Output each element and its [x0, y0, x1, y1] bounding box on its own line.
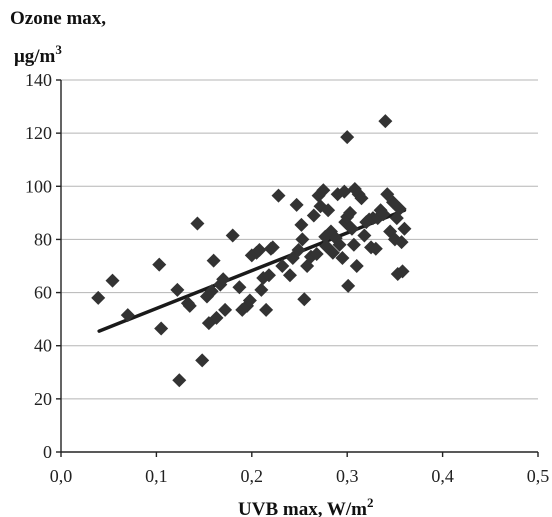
data-point: [344, 221, 359, 236]
data-point: [394, 235, 409, 250]
data-point: [265, 240, 280, 255]
data-point: [357, 228, 372, 243]
data-point: [392, 201, 407, 216]
data-points: [91, 114, 412, 388]
data-point: [154, 321, 169, 336]
data-point: [195, 353, 210, 368]
data-point: [376, 207, 391, 222]
data-point: [309, 247, 324, 262]
axes: [56, 79, 539, 457]
data-point: [282, 268, 297, 283]
data-point: [252, 243, 267, 258]
data-point: [206, 253, 221, 268]
data-point: [209, 310, 224, 325]
data-point: [294, 217, 309, 232]
data-point: [349, 259, 364, 273]
gridlines: [61, 79, 538, 400]
x-axis-title-exponent: 2: [367, 495, 374, 510]
data-point: [259, 302, 274, 317]
data-point: [378, 114, 393, 129]
data-point: [120, 308, 135, 323]
y-axis-unit-exponent: 3: [55, 42, 62, 57]
y-tick-label: 100: [25, 176, 52, 196]
data-point: [316, 183, 331, 198]
data-point: [271, 188, 286, 203]
data-point: [335, 251, 350, 266]
x-axis-title: UVB max, W/m2: [238, 495, 373, 517]
data-point: [190, 216, 205, 231]
data-point: [321, 203, 336, 218]
data-point: [354, 191, 369, 206]
data-point: [289, 197, 304, 212]
y-tick-label: 140: [25, 70, 52, 90]
data-point: [340, 130, 355, 145]
data-point: [306, 208, 321, 223]
data-point: [218, 302, 233, 317]
data-point: [105, 273, 120, 288]
y-axis-title-line1: Ozone max,: [10, 8, 106, 29]
data-point: [172, 373, 187, 388]
data-point: [346, 237, 361, 252]
y-axis-unit: μg/m: [14, 46, 56, 67]
data-point: [332, 237, 347, 252]
data-point: [337, 184, 352, 199]
data-point: [152, 257, 167, 272]
data-point: [295, 232, 310, 247]
x-tick-label: 0,5: [527, 466, 550, 486]
y-tick-label: 0: [43, 442, 52, 462]
y-tick-label: 40: [34, 336, 52, 356]
y-axis-title-line2: μg/m3: [14, 42, 62, 67]
y-tick-label: 120: [25, 123, 52, 143]
data-point: [325, 245, 340, 260]
y-tick-label: 60: [34, 283, 52, 303]
data-point: [170, 282, 185, 297]
y-tick-label: 80: [34, 229, 52, 249]
y-tick-label: 20: [34, 389, 52, 409]
x-tick-label: 0,0: [50, 466, 73, 486]
x-tick-label: 0,1: [145, 466, 168, 486]
data-point: [225, 228, 240, 243]
data-point: [242, 293, 257, 308]
data-point: [182, 298, 197, 313]
x-tick-label: 0,3: [336, 466, 359, 486]
tick-labels: 0 20 40 60 80 100 120 140 0,0 0,1 0,2 0,3 0,4 0,5: [25, 70, 549, 486]
data-point: [91, 290, 106, 305]
data-point: [397, 221, 412, 236]
x-tick-label: 0,4: [431, 466, 454, 486]
data-point: [232, 280, 247, 295]
data-point: [303, 249, 318, 264]
data-point: [204, 284, 219, 299]
data-point: [341, 278, 356, 293]
data-point: [368, 241, 383, 256]
data-point: [275, 259, 290, 273]
data-point: [297, 292, 312, 307]
data-point: [254, 282, 269, 297]
x-tick-label: 0,2: [241, 466, 264, 486]
data-point: [395, 264, 410, 279]
data-point: [291, 243, 306, 258]
data-point: [261, 268, 276, 283]
x-axis-title-text: UVB max, W/m: [238, 499, 367, 517]
data-point: [216, 272, 231, 287]
data-point: [343, 205, 358, 220]
